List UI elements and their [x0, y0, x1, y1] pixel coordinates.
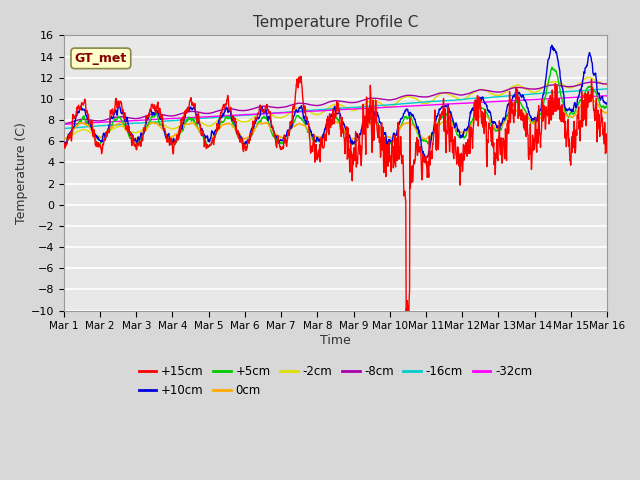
- -2cm: [241, 119, 249, 125]
- Line: -8cm: -8cm: [64, 82, 607, 124]
- +10cm: [491, 120, 499, 126]
- -32cm: [491, 99, 499, 105]
- Line: +5cm: +5cm: [64, 67, 607, 147]
- -16cm: [603, 86, 611, 92]
- +10cm: [60, 141, 68, 147]
- +5cm: [60, 140, 68, 146]
- +15cm: [297, 73, 305, 79]
- +5cm: [242, 142, 250, 147]
- -32cm: [603, 93, 611, 99]
- -2cm: [420, 101, 428, 107]
- -32cm: [60, 121, 68, 127]
- Line: +15cm: +15cm: [64, 76, 607, 321]
- +5cm: [180, 120, 188, 126]
- -2cm: [60, 137, 68, 143]
- 0cm: [588, 96, 595, 102]
- -2cm: [180, 119, 188, 124]
- 0cm: [491, 125, 499, 131]
- +10cm: [241, 139, 249, 144]
- -8cm: [588, 79, 595, 85]
- -32cm: [168, 116, 175, 121]
- +10cm: [603, 100, 611, 106]
- +15cm: [404, 318, 412, 324]
- +15cm: [540, 117, 547, 122]
- 0cm: [168, 134, 175, 140]
- -16cm: [60, 126, 68, 132]
- -2cm: [586, 74, 593, 80]
- -8cm: [181, 110, 189, 116]
- +10cm: [168, 140, 175, 145]
- +15cm: [603, 133, 611, 139]
- Title: Temperature Profile C: Temperature Profile C: [253, 15, 418, 30]
- Y-axis label: Temperature (C): Temperature (C): [15, 122, 28, 224]
- Line: -32cm: -32cm: [64, 96, 607, 124]
- Text: GT_met: GT_met: [75, 52, 127, 65]
- -16cm: [180, 117, 188, 122]
- -16cm: [491, 94, 499, 100]
- -16cm: [420, 99, 428, 105]
- Line: +10cm: +10cm: [64, 45, 607, 159]
- -16cm: [539, 90, 547, 96]
- -32cm: [180, 115, 188, 121]
- Line: -2cm: -2cm: [64, 77, 607, 140]
- -8cm: [60, 121, 68, 127]
- -2cm: [168, 126, 175, 132]
- Line: -16cm: -16cm: [64, 89, 607, 129]
- +5cm: [539, 104, 547, 110]
- +15cm: [60, 139, 68, 145]
- +15cm: [180, 108, 188, 114]
- +15cm: [168, 136, 175, 142]
- Legend: +15cm, +10cm, +5cm, 0cm, -2cm, -8cm, -16cm, -32cm: +15cm, +10cm, +5cm, 0cm, -2cm, -8cm, -16…: [134, 360, 537, 402]
- -8cm: [603, 81, 611, 87]
- +10cm: [539, 93, 547, 98]
- 0cm: [539, 114, 547, 120]
- +10cm: [421, 156, 429, 162]
- -2cm: [539, 85, 547, 91]
- -32cm: [420, 103, 428, 108]
- 0cm: [420, 135, 428, 141]
- +5cm: [548, 64, 556, 70]
- +15cm: [420, 159, 428, 165]
- 0cm: [205, 138, 213, 144]
- -2cm: [603, 82, 611, 87]
- +5cm: [168, 138, 175, 144]
- -8cm: [420, 94, 428, 100]
- Line: 0cm: 0cm: [64, 99, 607, 141]
- 0cm: [242, 135, 250, 141]
- +5cm: [603, 104, 611, 109]
- 0cm: [603, 109, 611, 115]
- -16cm: [241, 112, 249, 118]
- -32cm: [539, 96, 547, 102]
- -8cm: [168, 113, 175, 119]
- -8cm: [60, 121, 68, 127]
- -8cm: [242, 108, 250, 113]
- +10cm: [420, 152, 428, 158]
- 0cm: [180, 122, 188, 128]
- +15cm: [241, 144, 249, 150]
- -8cm: [539, 84, 547, 90]
- -2cm: [491, 92, 499, 98]
- +15cm: [492, 172, 499, 178]
- +10cm: [180, 112, 188, 118]
- +5cm: [491, 127, 499, 132]
- +5cm: [420, 137, 428, 143]
- X-axis label: Time: Time: [320, 334, 351, 347]
- 0cm: [60, 136, 68, 142]
- -8cm: [491, 89, 499, 95]
- -32cm: [241, 112, 249, 118]
- -16cm: [168, 118, 175, 123]
- +5cm: [204, 144, 212, 150]
- +10cm: [548, 42, 556, 48]
